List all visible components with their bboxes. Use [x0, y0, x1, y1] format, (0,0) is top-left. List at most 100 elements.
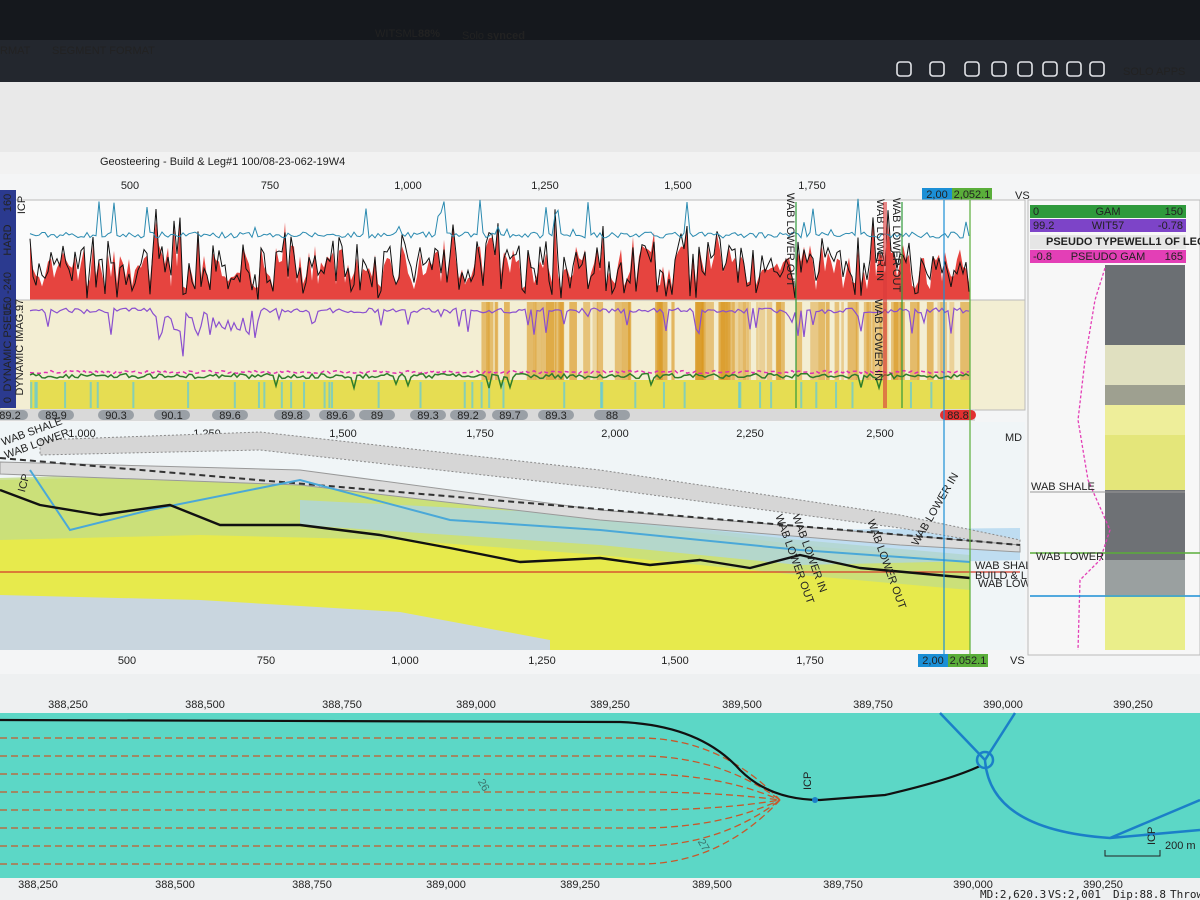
pseudo-curve [29, 306, 970, 357]
image-streak [759, 302, 766, 380]
blue-zone [300, 500, 1020, 565]
dip-pill[interactable] [0, 410, 28, 420]
typewell-layer [1105, 265, 1185, 345]
image-streak [732, 302, 740, 380]
image-streak [910, 302, 920, 380]
lease-line [0, 799, 781, 829]
dip-value: 89.3 [545, 410, 566, 422]
section-number: 27 [695, 837, 712, 854]
menu-item[interactable]: RMAT [0, 45, 31, 57]
image-streak [742, 302, 749, 380]
legend-row [1030, 219, 1186, 232]
image-tick [280, 382, 283, 408]
apps-menu[interactable]: SOLO APPS [1123, 66, 1185, 78]
image-streak [810, 302, 819, 380]
image-tick [331, 382, 334, 408]
image-streak [583, 302, 591, 380]
image-streak [546, 302, 557, 380]
axis-name: VS [1015, 190, 1030, 202]
dip-pill[interactable] [538, 410, 574, 420]
dip-pill[interactable] [410, 410, 446, 420]
dip-pill[interactable] [38, 410, 74, 420]
image-streak [695, 302, 705, 380]
toolbar-icon[interactable] [1066, 61, 1082, 77]
image-tick [634, 382, 637, 408]
workspace [0, 82, 1200, 152]
md-tick: 1,000 [68, 428, 96, 440]
lease-line [0, 737, 781, 801]
legend-row [1030, 205, 1186, 218]
image-tick [502, 382, 505, 408]
dip-pill[interactable] [98, 410, 134, 420]
toolbar-icon[interactable] [896, 61, 912, 77]
image-tick [323, 382, 326, 408]
panel-title: Geosteering - Build & Leg#1 100/08-23-06… [100, 156, 345, 168]
image-streak [917, 302, 920, 380]
label: 88% [418, 28, 440, 40]
easting-tick: 388,250 [48, 699, 88, 711]
image-tick [377, 382, 380, 408]
toolbar-icon[interactable] [1089, 61, 1105, 77]
easting-tick: 389,000 [426, 879, 466, 891]
image-streak [718, 302, 726, 380]
dip-pill[interactable] [594, 410, 630, 420]
image-tick [800, 382, 803, 408]
toolbar-icon[interactable] [1042, 61, 1058, 77]
dip-pill[interactable] [492, 410, 528, 420]
menu-bar [0, 40, 1200, 82]
image-streak [596, 302, 604, 380]
marker-label: WAB LOWER IN [872, 299, 884, 381]
image-tick [471, 382, 474, 408]
image-streak [504, 302, 510, 380]
image-tick [835, 382, 838, 408]
map-label: ICP [1146, 827, 1158, 845]
blue-well [939, 712, 1200, 840]
typewell-layer [1105, 490, 1185, 560]
image-tick [683, 382, 686, 408]
menu-item[interactable]: SEGMENT FORMAT [52, 45, 155, 57]
image-streak [592, 302, 599, 380]
toolbar-icon[interactable] [929, 61, 945, 77]
easting-tick: 390,250 [1113, 699, 1153, 711]
axis-name: VS [1010, 655, 1025, 667]
vs-tick: 750 [257, 655, 275, 667]
dip-pill[interactable] [940, 410, 976, 420]
image-streak [738, 302, 747, 380]
dip-pill[interactable] [319, 410, 355, 420]
label: WITSML [375, 28, 418, 40]
cursor-vs: 2,052.1 [950, 655, 987, 667]
scale-bar [1104, 850, 1161, 857]
toolbar-icon[interactable] [964, 61, 980, 77]
legend-max: 150 [1165, 206, 1183, 218]
cursor-vs: 2,052.1 [954, 189, 991, 201]
vs-tick: 750 [261, 180, 279, 192]
status-item: VS:2,001 [1048, 888, 1101, 900]
dip-pill[interactable] [274, 410, 310, 420]
dip-pill[interactable] [359, 410, 395, 420]
dip-value: 88 [606, 410, 618, 422]
gam-path [29, 469, 971, 563]
image-streak [834, 302, 840, 380]
track-label: -240 [2, 272, 14, 294]
dip-pill[interactable] [450, 410, 486, 420]
toolbar-icon[interactable] [1017, 61, 1033, 77]
dip-pill[interactable] [212, 410, 248, 420]
easting-tick: 388,500 [155, 879, 195, 891]
label: synced [487, 30, 525, 42]
image-streak [756, 302, 759, 380]
typewell-layer [1105, 405, 1185, 435]
image-tick [759, 382, 762, 408]
md-tick: 2,000 [601, 428, 629, 440]
legend-name: PSEUDO GAM [1071, 251, 1146, 263]
image-tick [601, 382, 604, 408]
image-streak [863, 302, 869, 380]
vs-tick: 1,250 [531, 180, 559, 192]
typewell-layer [1105, 560, 1185, 595]
toolbar-icon[interactable] [991, 61, 1007, 77]
vs-tick: 500 [118, 655, 136, 667]
cursor-box [918, 654, 948, 667]
image-streak [766, 302, 773, 380]
dip-value: 89.2 [457, 410, 478, 422]
dip-pill[interactable] [154, 410, 190, 420]
